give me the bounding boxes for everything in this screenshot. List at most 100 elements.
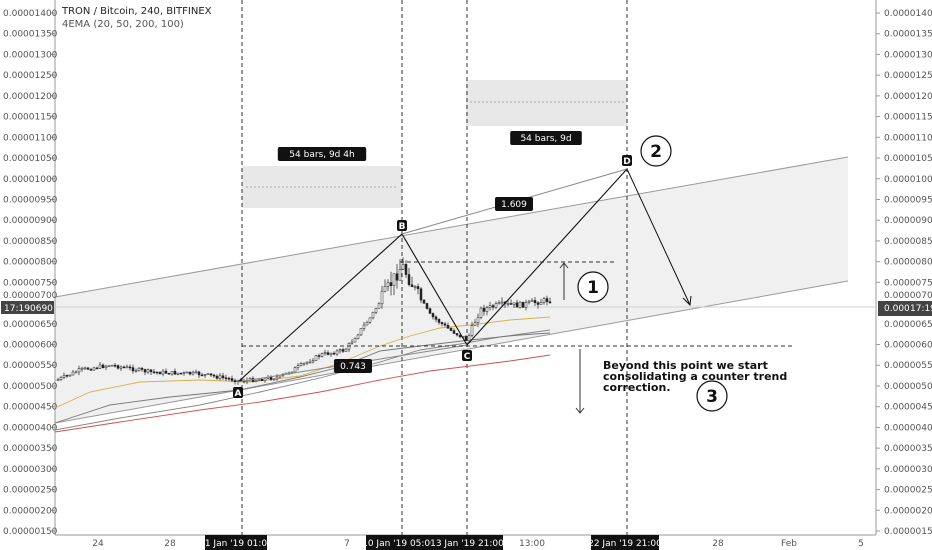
candle-body bbox=[185, 371, 189, 374]
ratio-label-1 bbox=[334, 359, 372, 373]
left-tick-label: 0.00000600 bbox=[3, 341, 58, 351]
candle-body bbox=[101, 364, 105, 368]
point-label-c bbox=[462, 350, 472, 361]
x-date-badge-text: 10 Jan '19 05:00 bbox=[362, 539, 436, 549]
candle-body bbox=[233, 380, 237, 383]
right-tick-label: 0.00000200 bbox=[884, 506, 932, 516]
right-tick-label: 0.00001050 bbox=[884, 154, 932, 164]
x-date-badge-text: 22 Jan '19 21:00 bbox=[588, 539, 662, 549]
candle-body bbox=[320, 353, 324, 357]
candle-body bbox=[77, 368, 81, 373]
candle-body bbox=[257, 379, 261, 381]
x-date-badge bbox=[205, 535, 267, 550]
x-tick-label: 13:00 bbox=[519, 539, 545, 549]
candle-body bbox=[395, 273, 399, 281]
left-tick-label: 0.00000550 bbox=[3, 361, 58, 371]
candle-body bbox=[269, 376, 273, 380]
bar-count-label-1 bbox=[277, 147, 367, 161]
candle-body bbox=[143, 369, 147, 373]
chart-title: TRON / Bitcoin, 240, BITFINEX bbox=[61, 6, 212, 17]
right-tick-label: 0.00000500 bbox=[884, 382, 932, 392]
candle-body bbox=[215, 375, 219, 379]
right-tick-label: 0.00001400 bbox=[884, 9, 932, 19]
left-price-badge bbox=[1, 301, 54, 314]
candle-body bbox=[197, 371, 201, 376]
candle-body bbox=[488, 305, 492, 308]
candle-body bbox=[122, 366, 126, 369]
candle-body bbox=[368, 317, 372, 323]
candle-body bbox=[296, 365, 300, 368]
candle-body bbox=[401, 264, 405, 270]
point-label-d-text: D bbox=[623, 157, 630, 167]
right-tick-label: 0.00000550 bbox=[884, 361, 932, 371]
candle-body bbox=[260, 379, 264, 381]
right-tick-label: 0.00000800 bbox=[884, 258, 932, 268]
left-tick-label: 0.00000900 bbox=[3, 216, 58, 226]
left-tick-label: 0.00000400 bbox=[3, 423, 58, 433]
candle-body bbox=[443, 323, 447, 326]
x-tick-label: 28 bbox=[164, 539, 176, 549]
left-tick-label: 0.00001200 bbox=[3, 92, 58, 102]
point-label-a bbox=[233, 387, 243, 398]
left-tick-label: 0.00000250 bbox=[3, 486, 58, 496]
candle-body bbox=[464, 336, 468, 342]
candle-body bbox=[149, 369, 153, 373]
candle-body bbox=[293, 367, 297, 373]
candle-body bbox=[221, 375, 225, 379]
left-tick-label: 0.00001400 bbox=[3, 9, 58, 19]
candle-body bbox=[467, 335, 471, 342]
candle-body bbox=[305, 361, 309, 364]
candle-body bbox=[113, 364, 117, 367]
candle-body bbox=[500, 301, 504, 304]
candle-body bbox=[491, 305, 495, 308]
candle-body bbox=[407, 274, 411, 285]
left-tick-label: 0.00001300 bbox=[3, 50, 58, 60]
right-tick-label: 0.00001150 bbox=[884, 113, 932, 123]
candle-body bbox=[134, 370, 138, 372]
candle-body bbox=[89, 369, 93, 371]
candle-body bbox=[449, 328, 453, 331]
candle-body bbox=[209, 373, 213, 376]
right-price-badge-text: 0.000 bbox=[884, 304, 910, 314]
candle-body bbox=[119, 366, 123, 369]
point-label-b bbox=[397, 220, 407, 231]
candle-body bbox=[200, 374, 204, 377]
candle-body bbox=[173, 370, 177, 375]
candle-body bbox=[152, 371, 156, 374]
candle-body bbox=[530, 300, 534, 302]
channel-area bbox=[55, 157, 848, 423]
x-date-badge bbox=[591, 535, 659, 550]
candle-body bbox=[458, 334, 462, 338]
candle-body bbox=[110, 364, 114, 367]
candle-body bbox=[350, 341, 354, 344]
candle-body bbox=[206, 373, 210, 375]
candle-body bbox=[323, 352, 327, 354]
candle-body bbox=[146, 369, 150, 373]
candle-body bbox=[83, 367, 87, 370]
candle-body bbox=[383, 286, 387, 292]
down-arrow-head bbox=[575, 407, 585, 414]
candle-body bbox=[272, 378, 276, 381]
left-tick-label: 0.00000500 bbox=[3, 382, 58, 392]
candle-body bbox=[203, 374, 207, 376]
candle-body bbox=[176, 372, 180, 375]
candle-body bbox=[509, 303, 513, 305]
x-tick-label: 28 bbox=[712, 539, 724, 549]
x-tick-label: Feb bbox=[781, 539, 797, 549]
candle-body bbox=[416, 286, 420, 290]
ratio-label-2-text: 1.609 bbox=[501, 200, 527, 210]
candle-body bbox=[389, 282, 393, 286]
candle-body bbox=[227, 377, 231, 380]
candle-body bbox=[311, 360, 315, 363]
annotation-line-1: Beyond this point we start bbox=[603, 359, 768, 372]
right-tick-label: 0.00000400 bbox=[884, 423, 932, 433]
candle-body bbox=[314, 355, 318, 361]
right-tick-label: 0.00001350 bbox=[884, 30, 932, 40]
left-tick-label: 0.00001050 bbox=[3, 154, 58, 164]
annotation-line-3: correction. bbox=[603, 381, 671, 394]
candle-body bbox=[62, 375, 66, 378]
left-tick-label: 0.00000950 bbox=[3, 195, 58, 205]
drawings bbox=[237, 168, 793, 414]
indicator-label: 4EMA (20, 50, 200, 100) bbox=[62, 19, 184, 30]
